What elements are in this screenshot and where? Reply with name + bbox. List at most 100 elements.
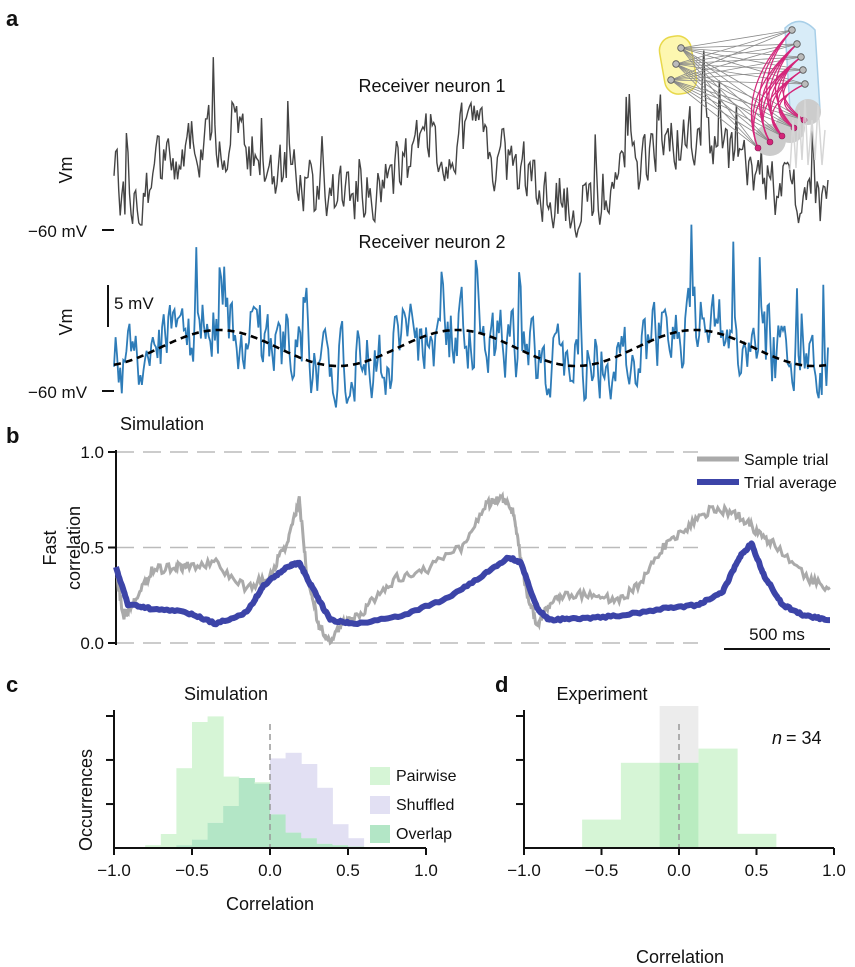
schematic-link — [675, 63, 795, 129]
panel-b-title: Simulation — [120, 414, 204, 434]
panel-b-legend: Sample trial Trial average — [697, 452, 837, 492]
experiment-bar — [698, 748, 738, 848]
receiver-neuron-2-trace — [113, 224, 829, 408]
shuffled-bar — [348, 838, 365, 847]
trace1-baseline-label: −60 mV — [28, 222, 88, 241]
schematic-link — [680, 47, 804, 71]
schematic-link — [675, 29, 793, 65]
legend-pairwise-swatch — [370, 767, 390, 785]
panel-a-label: a — [6, 6, 19, 31]
panel-b-ytick-label: 0.0 — [80, 634, 104, 653]
trace1-ylabel: Vm — [56, 157, 76, 184]
schematic-link — [670, 29, 793, 81]
schematic-link — [670, 79, 759, 149]
time-scalebar-label: 500 ms — [749, 625, 805, 644]
schematic-link — [670, 69, 804, 81]
panel-d-title: Experiment — [556, 684, 647, 704]
pairwise-bar — [192, 722, 209, 840]
receiver-neuron-2-mean-trace — [113, 328, 829, 368]
panel-c-title: Simulation — [184, 684, 268, 704]
shuffled-bar — [332, 824, 349, 846]
panel-b-ytick-label: 1.0 — [80, 443, 104, 462]
schematic-node — [667, 76, 675, 84]
hist-xtick-label: −1.0 — [507, 861, 541, 880]
panel-b-ylabel-line1: Fast — [40, 530, 60, 565]
experiment-bar — [737, 833, 777, 848]
sample-trial-line — [114, 490, 831, 646]
shuffled-bar — [316, 787, 333, 844]
shuffled-bar — [270, 758, 287, 815]
panel-b-yticks: 0.0 0.5 1.0 — [80, 443, 116, 653]
hist-xtick-label: 1.0 — [822, 861, 846, 880]
schematic-node — [801, 80, 809, 88]
schematic-node — [672, 60, 680, 68]
overlap-bar — [285, 832, 302, 848]
schematic-link — [680, 47, 771, 143]
overlap-bar — [192, 839, 209, 848]
legend-sample-label: Sample trial — [744, 452, 828, 469]
schematic-inhibitory-node — [754, 144, 762, 152]
schematic-node — [799, 66, 807, 74]
trace1-title: Receiver neuron 1 — [358, 76, 505, 96]
hist-xtick-label: −1.0 — [97, 861, 131, 880]
schematic-node — [793, 40, 801, 48]
legend-overlap-swatch — [370, 825, 390, 843]
schematic-recurrent-arcs — [750, 29, 806, 149]
trace2-title: Receiver neuron 2 — [358, 232, 505, 252]
schematic-link — [680, 47, 802, 58]
experiment-bar — [582, 819, 622, 848]
hist-xtick-label: 0.5 — [336, 861, 360, 880]
schematic-link — [680, 47, 795, 129]
hist-xtick-label: −0.5 — [175, 861, 209, 880]
panel-b-ylabel-line2: correlation — [64, 506, 84, 590]
pairwise-bar — [223, 776, 240, 806]
pairwise-bar — [160, 834, 177, 848]
pairwise-bar — [207, 716, 224, 823]
panel-b-label: b — [6, 423, 19, 448]
panel-c-histogram — [145, 716, 365, 848]
sample-size-n: n — [772, 728, 782, 748]
overlap-bar — [270, 814, 287, 848]
panel-d-xlabel: Correlation — [636, 947, 724, 967]
legend-average-label: Trial average — [744, 475, 837, 492]
panel-d-yticks — [516, 715, 524, 806]
overlap-bar — [207, 822, 224, 848]
schematic-grey-trace — [789, 99, 826, 171]
pairwise-bar — [176, 768, 193, 846]
trial-average-line — [113, 540, 832, 628]
overlap-bar — [176, 845, 193, 848]
shuffled-bar — [285, 752, 302, 833]
panel-c: c Simulation Occurrences −1.0 −0.5 0.0 0.5 1… — [6, 672, 457, 914]
hist-xtick-label: −0.5 — [585, 861, 619, 880]
panel-c-xticks: −1.0 −0.5 0.0 0.5 1.0 — [97, 848, 438, 880]
panel-c-ylabel: Occurrences — [76, 749, 96, 851]
panel-a: a Receiver neuron 1 Receiver neuron 2 Vm… — [6, 6, 829, 408]
trace2-ylabel: Vm — [56, 309, 76, 336]
experiment-bar — [620, 762, 661, 848]
trace2-baseline-label: −60 mV — [28, 383, 88, 402]
receiver-neuron-1-trace — [113, 50, 829, 238]
sample-size-annotation: n = 34 — [772, 728, 822, 748]
hist-xtick-label: 0.5 — [745, 861, 769, 880]
schematic-link — [675, 63, 759, 149]
overlap-bar — [316, 843, 333, 848]
schematic-node — [797, 53, 805, 61]
hist-xtick-label: 0.0 — [667, 861, 691, 880]
panel-b: b Simulation Fast correlation 0.00.51.0 … — [6, 414, 837, 653]
panel-c-label: c — [6, 672, 18, 697]
schematic-link — [675, 63, 804, 71]
pairwise-bar — [145, 845, 162, 848]
overlap-bar — [254, 783, 271, 848]
overlap-bar — [238, 778, 255, 848]
overlap-bar — [223, 806, 240, 848]
sample-size-value: = 34 — [786, 728, 822, 748]
panel-c-yticks — [106, 715, 114, 806]
legend-overlap-label: Overlap — [396, 826, 452, 843]
pairwise-bar — [254, 782, 271, 784]
schematic-recurrent-arc — [783, 69, 805, 121]
legend-shuffled-label: Shuffled — [396, 797, 454, 814]
schematic-node — [677, 44, 685, 52]
schematic-link — [680, 29, 793, 49]
panel-c-legend: Pairwise Shuffled Overlap — [370, 767, 457, 843]
